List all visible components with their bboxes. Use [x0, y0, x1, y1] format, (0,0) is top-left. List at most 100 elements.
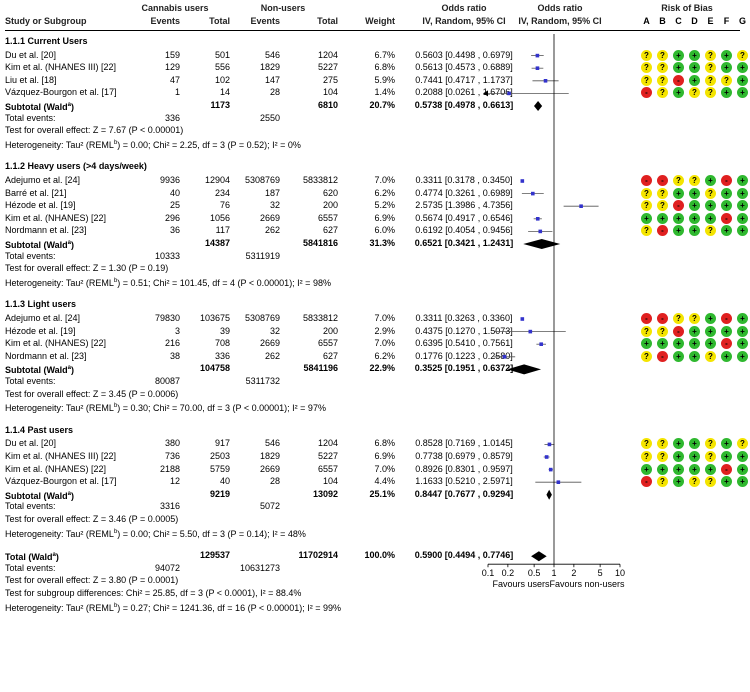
- risk-of-bias-dot: +: [737, 74, 748, 86]
- risk-of-bias-dot: ?: [641, 62, 652, 74]
- total-non: 200: [322, 325, 338, 336]
- events-cannabis: 36: [169, 225, 180, 236]
- total-non: 6557: [317, 463, 338, 474]
- risk-of-bias-dot: +: [705, 200, 716, 212]
- events-non: 546: [264, 49, 280, 60]
- risk-of-bias-dot: +: [673, 212, 684, 224]
- point-estimate: [535, 217, 540, 221]
- risk-of-bias-dot: +: [641, 338, 652, 350]
- weight: 6.9%: [374, 212, 395, 223]
- risk-of-bias-dot: ?: [705, 62, 716, 74]
- total-cannabis: 1056: [209, 212, 230, 223]
- risk-of-bias-dot: +: [641, 463, 652, 475]
- superscript: b: [113, 528, 118, 535]
- risk-of-bias-dot: +: [705, 212, 716, 224]
- subtotal-label: Subtotal (Walda): [5, 490, 75, 501]
- weight: 2.9%: [374, 325, 395, 336]
- subtotal-weight: 22.9%: [369, 363, 395, 374]
- total-non: 104: [322, 87, 338, 98]
- total-cannabis: 76: [219, 200, 230, 211]
- risk-of-bias-dot: -: [641, 476, 652, 488]
- risk-of-bias-dot: +: [737, 451, 748, 462]
- total-cannabis: 117: [215, 225, 230, 236]
- total-non: 1204: [317, 438, 338, 449]
- risk-of-bias-dot: -: [721, 313, 732, 324]
- total-non: 5833812: [302, 313, 338, 323]
- overall-heterogeneity: Heterogeneity: Tau² (REMLb) = 0.27; Chi²…: [5, 602, 341, 613]
- risk-of-bias-dot: +: [689, 350, 700, 362]
- risk-of-bias-dot: +: [689, 451, 700, 462]
- odds-ratio-ci: 2.5735 [1.3986 , 4.7356]: [415, 200, 513, 211]
- superscript: a: [67, 102, 72, 108]
- total-events-label: Total events:: [5, 501, 56, 512]
- risk-of-bias-dot: +: [705, 463, 716, 475]
- subtotal-label: Subtotal (Walda): [5, 102, 75, 112]
- events-cannabis: 129: [164, 62, 180, 73]
- risk-of-bias-dot: -: [641, 87, 652, 99]
- total-events-label: Total events:: [5, 376, 56, 386]
- point-estimate: [548, 467, 553, 472]
- risk-of-bias-dot: +: [705, 338, 716, 350]
- total-cannabis: 501: [214, 49, 230, 60]
- risk-of-bias-dot: ?: [641, 451, 652, 462]
- subtotal-total-cannabis: 14387: [204, 238, 230, 248]
- favours-nonusers-label: Favours non-users: [549, 579, 625, 589]
- risk-of-bias-dot: +: [737, 463, 748, 475]
- weight: 7.0%: [374, 175, 395, 185]
- risk-of-bias-dot: -: [641, 313, 652, 324]
- point-estimate: [544, 455, 549, 459]
- events-cannabis: 40: [169, 187, 180, 198]
- risk-of-bias-dot: ?: [641, 225, 652, 237]
- risk-of-bias-dot: +: [737, 212, 748, 224]
- risk-of-bias-dot: +: [657, 212, 668, 224]
- total-cannabis: 556: [214, 62, 230, 73]
- events-non: 546: [264, 438, 280, 449]
- subtotal-odds-ratio: 0.8447 [0.7677 , 0.9294]: [414, 488, 514, 499]
- risk-of-bias-dot: ?: [705, 225, 716, 237]
- rob-domain-letter: E: [707, 16, 714, 26]
- odds-ratio-ci: 0.7441 [0.4717 , 1.1737]: [415, 74, 513, 85]
- total-non: 627: [322, 225, 338, 236]
- overall-effect-test: Test for overall effect: Z = 1.30 (P = 0…: [5, 263, 169, 274]
- total-cannabis: 12904: [204, 175, 230, 185]
- risk-of-bias-dot: +: [673, 49, 684, 61]
- risk-of-bias-dot: +: [689, 212, 700, 224]
- events-non: 262: [264, 225, 280, 236]
- overall-events-cannabis: 94072: [154, 562, 180, 573]
- odds-ratio-ci: 0.8926 [0.8301 , 0.9597]: [415, 463, 513, 474]
- weight: 6.2%: [374, 187, 395, 198]
- total-cannabis: 2503: [209, 451, 230, 461]
- odds-ratio-ci: 0.8528 [0.7169 , 1.0145]: [415, 438, 513, 449]
- odds-ratio-ci: 0.3311 [0.3263 , 0.3360]: [415, 313, 513, 323]
- superscript: a: [67, 365, 72, 372]
- risk-of-bias-dot: ?: [657, 476, 668, 488]
- risk-of-bias-dot: +: [673, 187, 684, 199]
- risk-of-bias-dot: +: [657, 463, 668, 475]
- odds-ratio-ci: 0.4375 [0.1270 , 1.5073]: [415, 325, 513, 336]
- study-name: Kim et al. (NHANES) [22]: [5, 212, 107, 223]
- weight: 7.0%: [374, 338, 395, 349]
- header-forest-odds-ratio: Odds ratio: [537, 3, 583, 13]
- rob-domain-letter: C: [675, 16, 682, 26]
- superscript: a: [52, 552, 56, 559]
- risk-of-bias-dot: ?: [705, 350, 716, 362]
- risk-of-bias-dot: ?: [705, 476, 716, 488]
- risk-of-bias-dot: +: [673, 225, 684, 237]
- total-non: 620: [322, 187, 338, 198]
- header-or-method: IV, Random, 95% CI: [422, 16, 506, 26]
- total-non: 627: [322, 350, 338, 361]
- events-cannabis: 47: [169, 74, 180, 85]
- weight: 7.0%: [374, 313, 395, 323]
- rob-domain-letter: G: [738, 16, 746, 26]
- risk-of-bias-dot: ?: [641, 187, 652, 199]
- risk-of-bias-dot: +: [689, 438, 700, 450]
- events-cannabis: 25: [169, 200, 180, 211]
- point-estimate: [507, 91, 511, 96]
- risk-of-bias-dot: ?: [705, 438, 716, 450]
- events-cannabis: 12: [169, 476, 180, 487]
- study-name: Du et al. [20]: [5, 438, 57, 449]
- total-events-non: 5072: [259, 501, 280, 512]
- risk-of-bias-dot: -: [657, 350, 668, 362]
- risk-of-bias-dot: +: [721, 187, 732, 199]
- odds-ratio-ci: 0.4774 [0.3261 , 0.6989]: [415, 187, 513, 198]
